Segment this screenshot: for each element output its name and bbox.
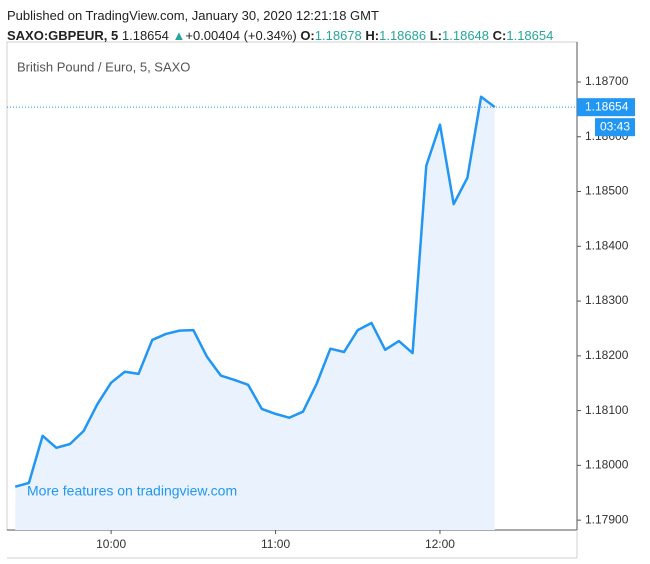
quote-line: SAXO:GBPEUR, 5 1.18654 ▲+0.00404 (+0.34%…: [7, 26, 553, 46]
arrow: ▲: [172, 28, 186, 43]
y-tick-label: 1.18200: [585, 348, 629, 362]
price: 1.18654: [121, 28, 169, 43]
last-price-label: 1.18654: [585, 99, 629, 113]
legend: British Pound / Euro, 5, SAXO: [17, 59, 190, 74]
low-label: L:: [429, 28, 443, 43]
x-tick-label: 10:00: [96, 537, 126, 551]
y-tick-label: 1.18400: [585, 238, 629, 252]
area: [15, 96, 495, 530]
symbol: SAXO:GBPEUR, 5: [7, 28, 119, 43]
high: 1.18686: [379, 28, 427, 43]
last-price-box: [577, 98, 635, 117]
countdown: 03:43: [600, 119, 630, 133]
x-tick-label: 12:00: [425, 537, 455, 551]
y-tick-label: 1.18100: [585, 403, 629, 417]
change: +0.00404 (+0.34%): [185, 28, 297, 43]
high-label: H:: [365, 28, 380, 43]
y-tick-label: 1.18000: [585, 458, 629, 472]
price-line: [14, 95, 496, 488]
close: 1.18654: [506, 28, 554, 43]
y-tick-label: 1.17900: [585, 512, 629, 526]
watermark: More features on tradingview.com: [27, 483, 237, 499]
y-tick-label: 1.18700: [585, 74, 629, 88]
y-tick-label: 1.18300: [585, 293, 629, 307]
open-label: O:: [300, 28, 315, 43]
y-tick-label: 1.18500: [585, 184, 629, 198]
plot: [14, 95, 496, 530]
open: 1.18678: [314, 28, 362, 43]
low: 1.18648: [442, 28, 490, 43]
close-label: C:: [492, 28, 507, 43]
countdown-box: [595, 118, 635, 137]
x-tick-label: 11:00: [261, 537, 290, 551]
published: Published on TradingView.com, January 30…: [7, 8, 379, 23]
header: Published on TradingView.com, January 30…: [7, 6, 553, 46]
